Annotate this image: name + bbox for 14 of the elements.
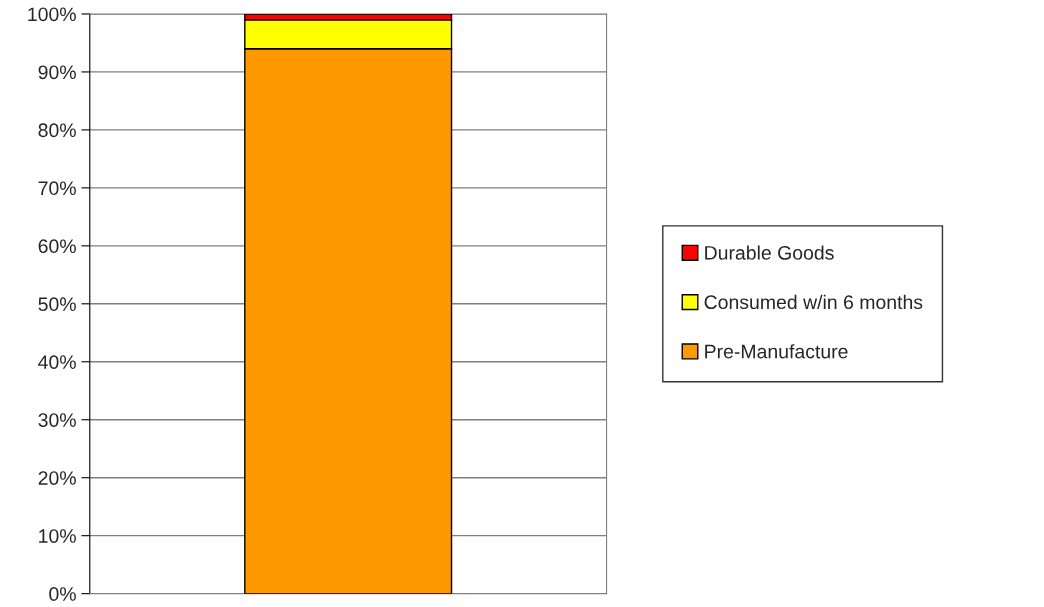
y-tick-label: 60% [38,239,76,254]
y-tick-label: 30% [38,413,76,427]
legend-label: Consumed w/in 6 months [704,294,923,310]
legend-label: Durable Goods [705,245,834,260]
y-tick-label: 80% [38,123,76,138]
y-tick-label: 0% [49,587,76,601]
y-tick-label: 40% [38,355,76,370]
y-tick-label: 10% [39,529,76,543]
legend-label: Pre-Manufacture [705,344,848,359]
y-tick-label: 50% [38,297,76,312]
y-tick-label: 100% [28,7,76,22]
y-tick-label: 90% [38,65,76,80]
y-tick-label: 20% [38,471,76,485]
y-tick-label: 70% [38,181,76,196]
